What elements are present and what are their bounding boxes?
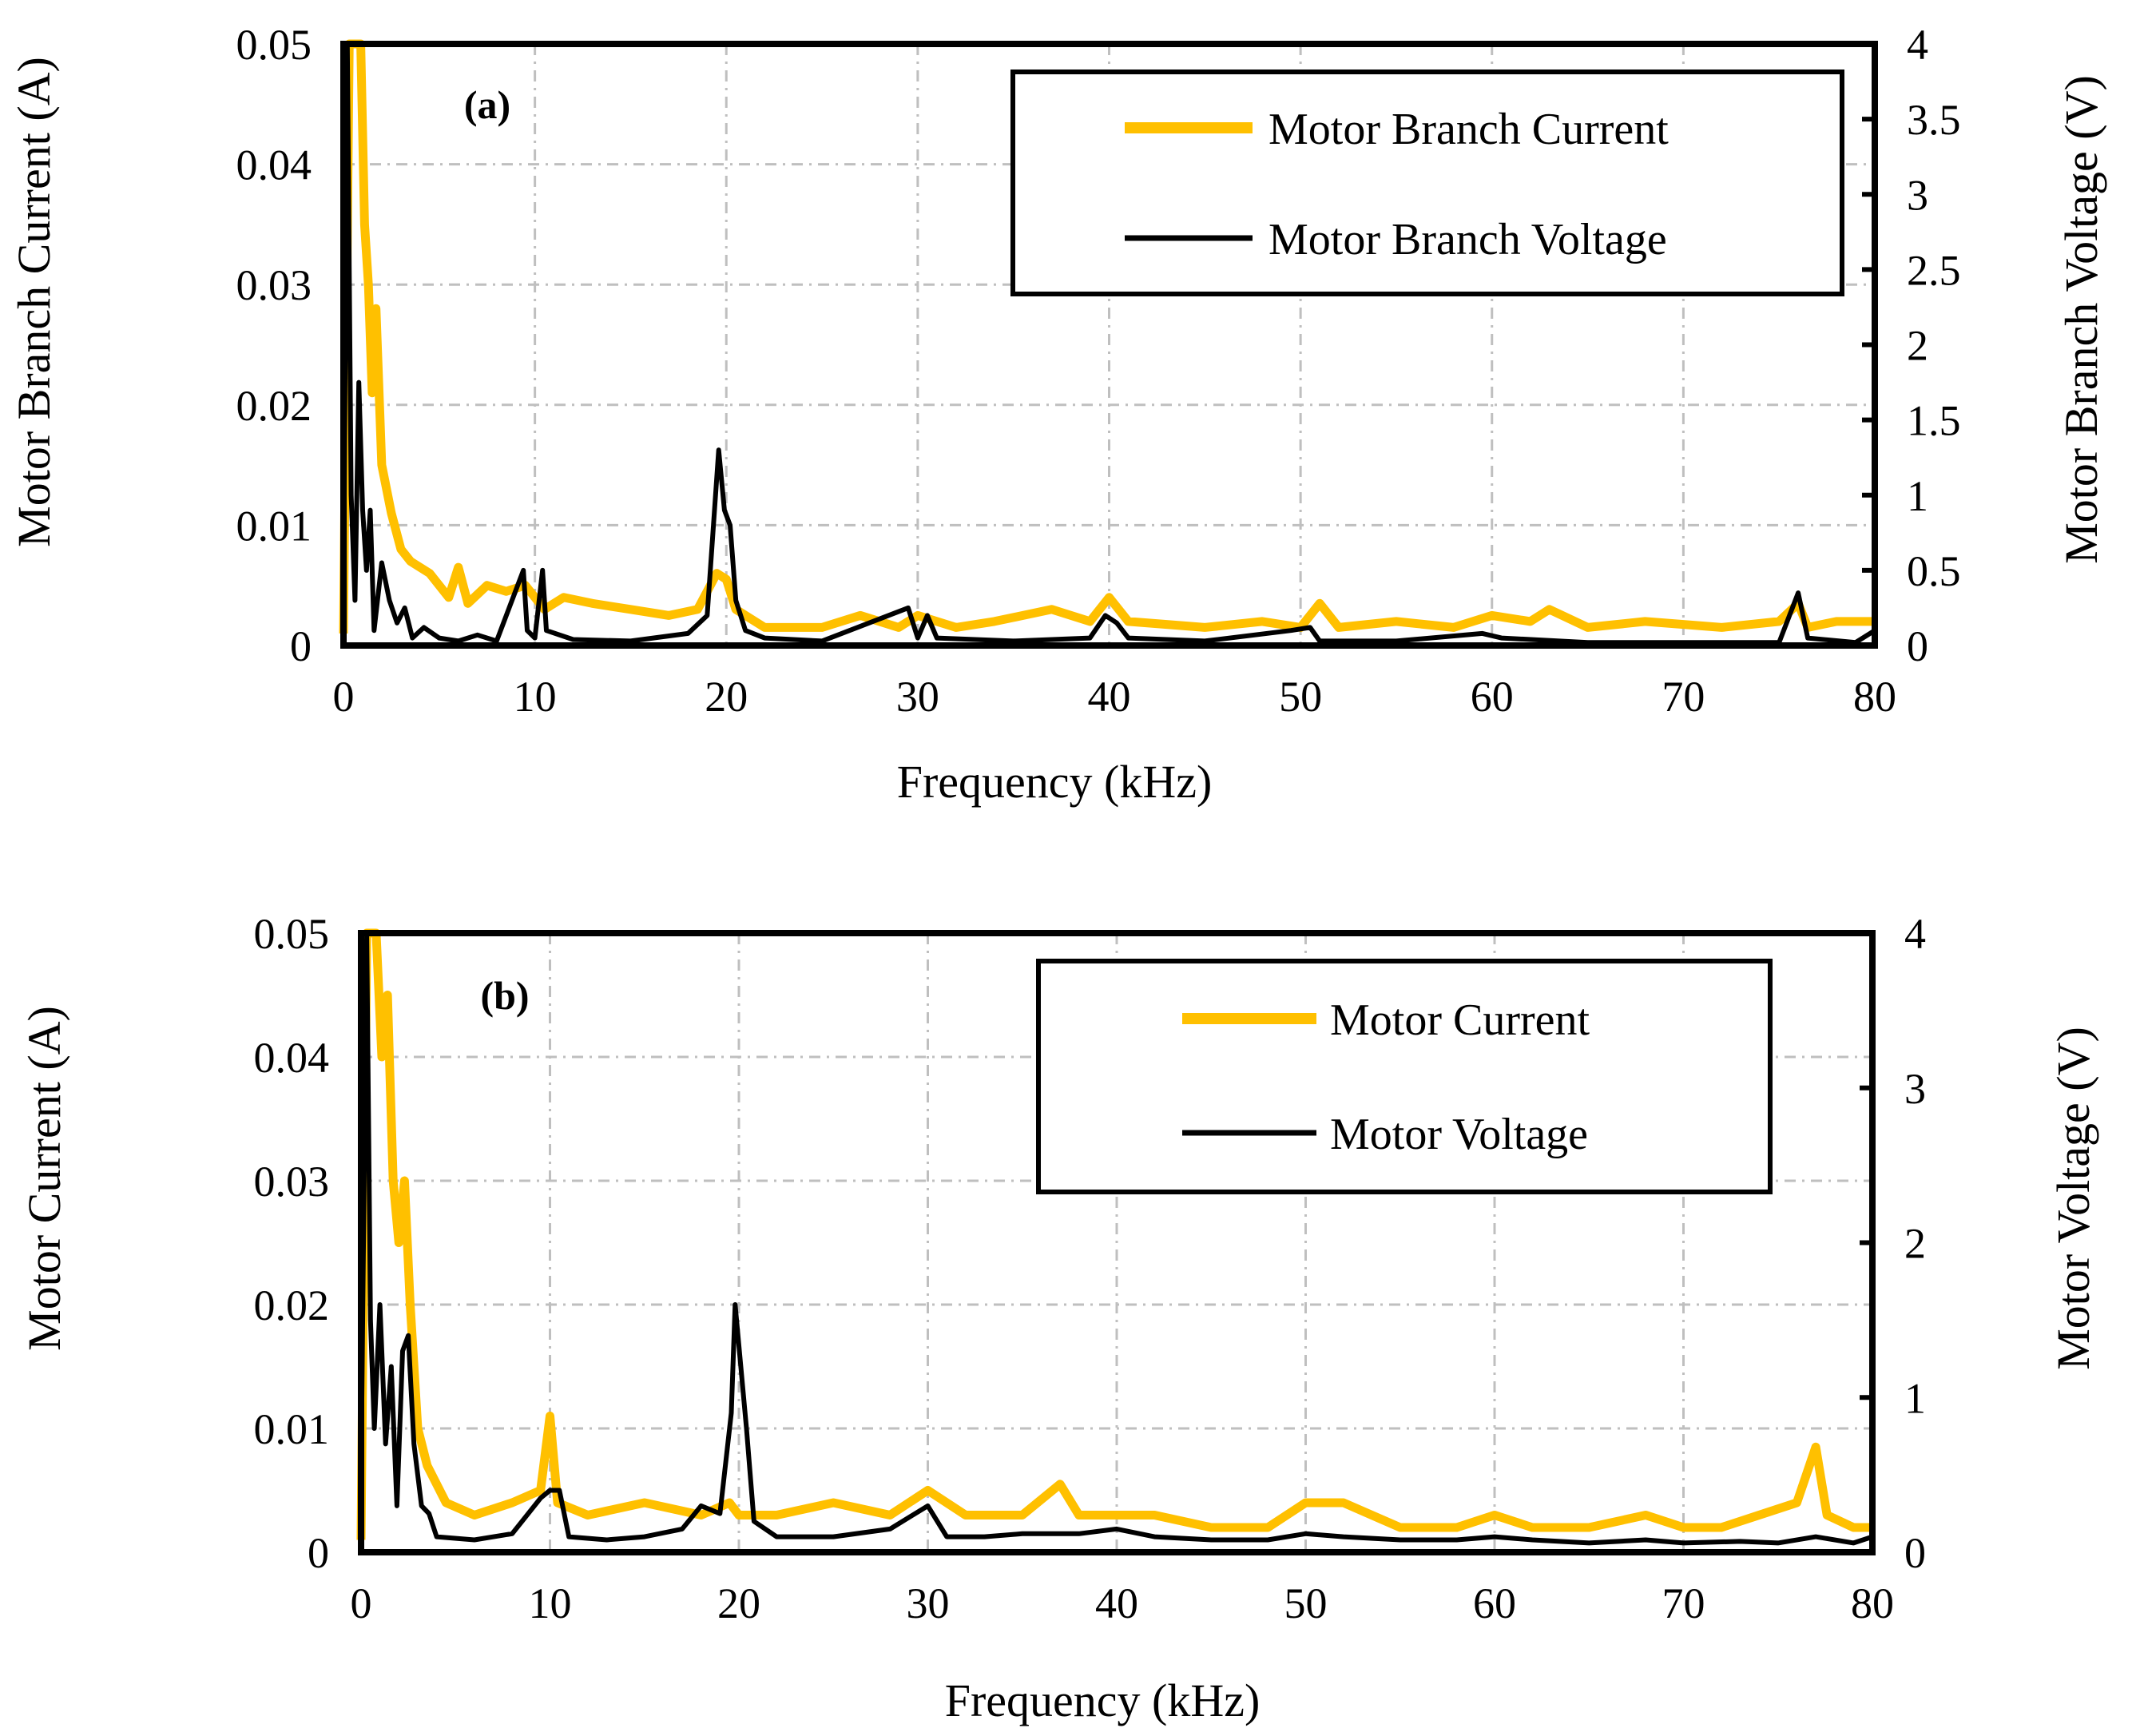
panel-b-x-tick-10: 10 — [529, 1579, 572, 1627]
panel-b-x-tick-0: 0 — [351, 1579, 372, 1627]
panel-b-x-tick-50: 50 — [1284, 1579, 1328, 1627]
panel-a-x-axis-label: Frequency (kHz) — [897, 756, 1213, 808]
panel-b-x-axis-label: Frequency (kHz) — [945, 1674, 1261, 1726]
motor-branch-voltage-line — [341, 42, 1876, 646]
panel-b-x-tick-30: 30 — [907, 1579, 950, 1627]
panel-b-legend: Motor Current Motor Voltage — [1036, 959, 1773, 1194]
panel-a-y2-tick-3.5: 3.5 — [1907, 96, 1961, 144]
legend-label-motor-voltage: Motor Voltage — [1330, 1110, 1588, 1159]
panel-a-y-tick-0.04: 0.04 — [236, 141, 312, 189]
panel-a-label: (a) — [464, 82, 510, 127]
panel-a-x-tick-0: 0 — [333, 673, 355, 721]
panel-a-y-tick-0: 0 — [290, 622, 312, 670]
panel-a-y2-tick-2: 2 — [1907, 322, 1928, 370]
panel-b-x-tick-60: 60 — [1473, 1579, 1516, 1627]
panel-a-y2-tick-3: 3 — [1907, 171, 1928, 219]
motor-current-line — [356, 928, 1872, 1540]
panel-a-y2-axis-label: Motor Branch Voltage (V) — [2055, 75, 2107, 564]
panel-b-y-tick-0: 0 — [308, 1529, 329, 1577]
panel-b-x-tick-70: 70 — [1662, 1579, 1705, 1627]
panel-b-y-tick-0.05: 0.05 — [254, 910, 330, 958]
panel-b: 0 10 20 30 40 50 60 70 80 00.010.020.030.040.05 … — [18, 910, 2099, 1726]
panel-b-y-tick-0.04: 0.04 — [254, 1034, 330, 1082]
panel-a-x-tick-70: 70 — [1662, 673, 1705, 721]
panel-a-legend-box — [1010, 70, 1844, 296]
panel-a-y2-tick-2.5: 2.5 — [1907, 246, 1961, 294]
panel-a-x-ticks: 0 10 20 30 40 50 60 70 80 — [333, 673, 1897, 721]
motor-branch-current-line — [339, 39, 1875, 634]
panel-a-y2-tick-0: 0 — [1907, 622, 1928, 670]
motor-voltage-line — [359, 931, 1873, 1546]
panel-a-x-tick-30: 30 — [896, 673, 939, 721]
panel-a-y-axis-label: Motor Branch Current (A) — [8, 57, 60, 547]
panel-a-series — [339, 39, 1876, 646]
panel-a-y-ticks: 0 0.01 0.02 0.03 0.04 0.05 — [236, 21, 312, 670]
panel-b-y-tick-0.01: 0.01 — [254, 1405, 330, 1453]
panel-b-x-tick-20: 20 — [717, 1579, 760, 1627]
panel-b-label: (b) — [480, 973, 529, 1018]
panel-b-y-tick-0.02: 0.02 — [254, 1281, 330, 1329]
panel-b-x-tick-40: 40 — [1095, 1579, 1138, 1627]
panel-a-x-tick-60: 60 — [1471, 673, 1514, 721]
panel-a-y-tick-0.01: 0.01 — [236, 502, 312, 550]
panel-a-x-tick-40: 40 — [1088, 673, 1131, 721]
panel-a-legend: Motor Branch Current Motor Branch Voltag… — [1010, 70, 1844, 296]
panel-b-y2-tick-0: 0 — [1904, 1529, 1926, 1577]
panel-b-y2-tick-1: 1 — [1904, 1374, 1926, 1422]
panel-b-legend-box — [1036, 959, 1773, 1194]
panel-a-x-tick-80: 80 — [1853, 673, 1896, 721]
panel-b-y-axis-label: Motor Current (A) — [18, 1006, 70, 1351]
panel-a-y-tick-0.05: 0.05 — [236, 21, 312, 69]
panel-a-x-tick-20: 20 — [705, 673, 748, 721]
panel-b-y2-tick-4: 4 — [1904, 910, 1926, 958]
panel-a-x-tick-50: 50 — [1279, 673, 1322, 721]
panel-b-series — [356, 928, 1873, 1546]
panel-a-y2-tick-1.5: 1.5 — [1907, 397, 1961, 445]
panel-b-y-ticks: 0 0.01 0.02 0.03 0.04 0.05 — [254, 910, 330, 1577]
panel-a-x-tick-10: 10 — [514, 673, 557, 721]
panel-a-y2-tick-4: 4 — [1907, 21, 1928, 69]
panel-a-y2-ticks: 0 0.5 1 1.5 2 2.5 3 3.5 4 — [1862, 21, 1961, 670]
panel-b-x-tick-80: 80 — [1851, 1579, 1894, 1627]
panel-b-y-tick-0.03: 0.03 — [254, 1158, 330, 1206]
panel-a-y-tick-0.03: 0.03 — [236, 261, 312, 309]
panel-a: 0 10 20 30 40 50 60 70 80 00.010.020.030.040.05 … — [8, 21, 2107, 808]
legend-label-motor-branch-current: Motor Branch Current — [1268, 105, 1669, 154]
panel-a-y2-tick-1: 1 — [1907, 472, 1928, 520]
panel-a-y-tick-0.02: 0.02 — [236, 382, 312, 430]
legend-label-motor-current: Motor Current — [1330, 995, 1590, 1045]
panel-a-y2-tick-0.5: 0.5 — [1907, 547, 1961, 595]
legend-label-motor-branch-voltage: Motor Branch Voltage — [1268, 215, 1667, 264]
panel-b-x-ticks: 0 10 20 30 40 50 60 70 80 — [351, 1579, 1895, 1627]
panel-b-y2-ticks: 0 1 2 3 4 — [1860, 910, 1926, 1577]
panel-b-y2-tick-2: 2 — [1904, 1220, 1926, 1268]
panel-b-y2-tick-3: 3 — [1904, 1065, 1926, 1113]
panel-b-y2-axis-label: Motor Voltage (V) — [2047, 1027, 2099, 1370]
